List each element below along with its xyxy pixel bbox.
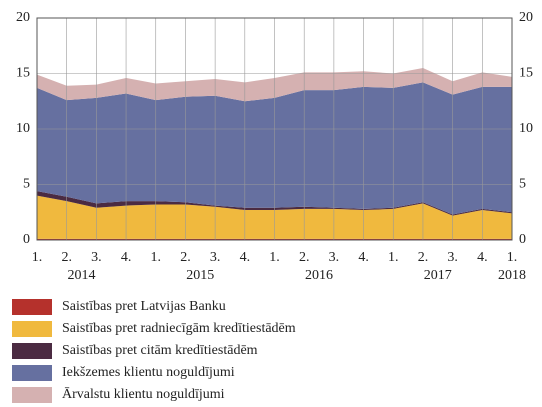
x-tick-label: 4. [477,250,488,265]
x-tick-label: 3. [329,250,340,265]
legend-swatch [12,387,52,403]
year-label: 2014 [68,268,96,283]
legend-label: Saistības pret citām kredītiestādēm [62,343,258,358]
x-tick-label: 4. [240,250,251,265]
legend-label: Saistības pret Latvijas Banku [62,299,226,314]
year-label: 2016 [305,268,333,283]
x-tick-label: 4. [121,250,132,265]
y2-tick-label: 20 [519,10,533,25]
y-tick-label: 10 [16,121,30,136]
x-tick-label: 4. [358,250,369,265]
year-label: 2018 [498,268,526,283]
x-tick-label: 2. [299,250,310,265]
x-tick-label: 3. [91,250,102,265]
y-tick-label: 5 [23,177,30,192]
y2-tick-label: 15 [519,66,533,81]
x-tick-label: 1. [32,250,43,265]
legend-swatch [12,365,52,381]
y-tick-label: 15 [16,66,30,81]
year-label: 2017 [424,268,452,283]
y2-tick-label: 10 [519,121,533,136]
year-label: 2015 [186,268,214,283]
legend-swatch [12,321,52,337]
x-tick-label: 1. [151,250,162,265]
x-tick-label: 1. [388,250,399,265]
x-tick-label: 3. [447,250,458,265]
legend-swatch [12,343,52,359]
y-tick-label: 20 [16,10,30,25]
plot-frame [36,17,513,241]
x-tick-label: 1. [507,250,518,265]
y2-tick-label: 0 [519,232,526,247]
x-tick-label: 2. [418,250,429,265]
y-tick-label: 0 [23,232,30,247]
legend-swatch [12,299,52,315]
x-tick-label: 2. [61,250,72,265]
x-tick-label: 3. [210,250,221,265]
legend-label: Iekšzemes klientu noguldījumi [62,365,235,380]
y2-tick-label: 5 [519,177,526,192]
x-tick-label: 2. [180,250,191,265]
legend-label: Saistības pret radniecīgām kredītiestādē… [62,321,296,336]
legend-label: Ārvalstu klientu noguldījumi [62,386,225,402]
x-tick-label: 1. [269,250,280,265]
